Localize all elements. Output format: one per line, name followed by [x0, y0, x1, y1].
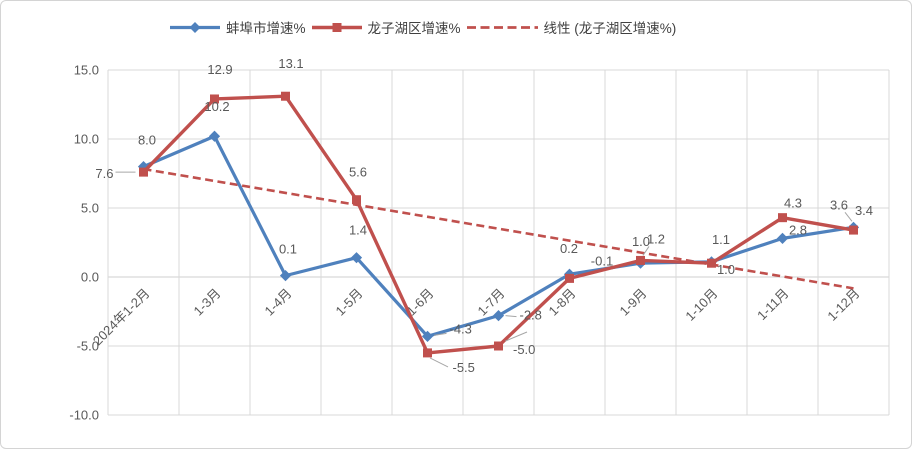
series-longzihu-marker-square — [139, 167, 148, 177]
data-label-leader-line — [433, 332, 447, 336]
x-category-label: 1-11月 — [754, 286, 792, 324]
series-longzihu-marker-square — [281, 91, 290, 101]
series-bengbu-marker-diamond — [350, 252, 363, 264]
series-bengbu-marker-diamond — [279, 270, 292, 282]
data-label: 3.6 — [830, 197, 848, 212]
legend-item-bengbu: 蚌埠市增速% — [169, 17, 306, 37]
data-label: 1.1 — [712, 232, 730, 247]
data-label-leader-line — [505, 315, 517, 318]
data-label: 1.4 — [349, 223, 367, 238]
data-label: -4.3 — [450, 321, 472, 336]
series-longzihu-marker-square — [849, 225, 858, 235]
x-category-label: 1-10月 — [682, 286, 720, 324]
data-label: 13.1 — [278, 56, 303, 71]
legend-swatch-line-square-icon — [311, 22, 362, 32]
data-label: 5.6 — [349, 165, 367, 180]
data-label: -5.0 — [513, 342, 535, 357]
data-label: 4.3 — [784, 196, 802, 211]
series-longzihu-marker-square — [707, 258, 716, 268]
data-label: 2.8 — [789, 222, 807, 237]
legend-label-trendline: 线性 (龙子湖区增速%) — [543, 21, 677, 36]
series-longzihu-marker-square — [423, 348, 432, 358]
series-bengbu-marker-diamond — [776, 232, 789, 244]
y-tick-label: 5.0 — [81, 201, 99, 216]
data-label: 12.9 — [207, 62, 232, 77]
data-label: 0.2 — [560, 241, 578, 256]
x-category-label: 1-3月 — [191, 286, 224, 319]
series-longzihu-marker-square — [636, 255, 645, 265]
legend-swatch-line-diamond-icon — [170, 21, 220, 33]
data-label: 0.1 — [279, 242, 297, 257]
series-longzihu-marker-square — [352, 195, 361, 205]
data-label: 1.2 — [647, 231, 665, 246]
series-longzihu-marker-square — [565, 273, 574, 283]
legend-swatch-dashed-line-icon — [466, 25, 538, 29]
series-bengbu-marker-diamond — [208, 130, 221, 142]
x-category-label: 1-12月 — [824, 286, 862, 324]
data-label: -5.5 — [453, 360, 475, 375]
x-category-label: 1-9月 — [617, 286, 650, 319]
legend-item-trendline: 线性 (龙子湖区增速%) — [466, 17, 677, 37]
data-label-leader-line — [505, 331, 528, 342]
data-label-leader-line — [642, 246, 650, 256]
y-tick-label: 15.0 — [74, 63, 99, 78]
y-tick-label: 0.0 — [81, 270, 99, 285]
data-label: 1.0 — [632, 234, 650, 249]
series-longzihu-marker-square — [210, 94, 219, 104]
y-tick-label: 10.0 — [74, 132, 99, 147]
data-label: 3.4 — [855, 203, 873, 218]
x-category-label: 1-8月 — [546, 286, 579, 319]
data-label-leader-line — [844, 212, 853, 222]
data-label: -0.1 — [591, 253, 613, 268]
data-label: 10.2 — [204, 99, 229, 114]
x-category-label: 1-4月 — [262, 286, 295, 319]
data-label-leader-line — [429, 357, 449, 368]
series-longzihu-marker-square — [778, 213, 787, 223]
y-tick-label: -5.0 — [77, 339, 99, 354]
trendline-dashed — [143, 167, 854, 290]
data-label: 7.6 — [95, 166, 113, 181]
x-category-label: 1-5月 — [333, 286, 366, 319]
legend-item-longzihu: 龙子湖区增速% — [311, 17, 461, 37]
legend-label-longzihu: 龙子湖区增速% — [367, 21, 461, 36]
chart-legend: 蚌埠市增速% 龙子湖区增速% 线性 (龙子湖区增速%) — [169, 15, 676, 39]
series-bengbu-marker-diamond — [421, 330, 434, 342]
data-label: 1.0 — [717, 262, 735, 277]
data-label: -2.8 — [520, 308, 542, 323]
y-tick-label: -10.0 — [69, 408, 99, 423]
series-bengbu-marker-diamond — [492, 310, 505, 322]
x-category-label: 2024年1-2月 — [90, 286, 153, 349]
legend-label-bengbu: 蚌埠市增速% — [226, 21, 306, 36]
series-longzihu-marker-square — [494, 341, 503, 351]
data-label: 8.0 — [138, 133, 156, 148]
